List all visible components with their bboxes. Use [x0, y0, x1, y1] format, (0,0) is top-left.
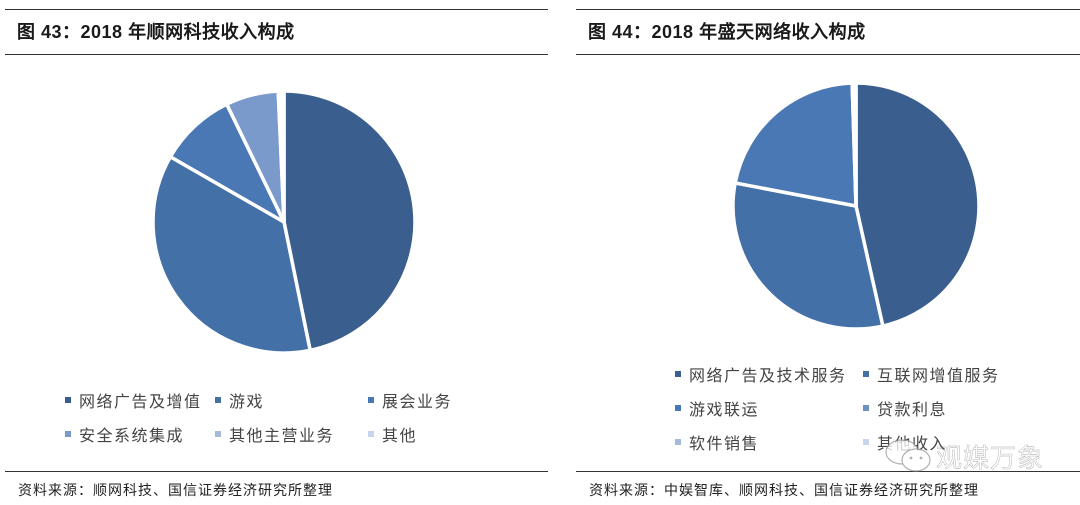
source-note: 资料来源：中娱智库、顺网科技、国信证券经济研究所整理	[589, 483, 979, 499]
title-rule	[576, 54, 1080, 55]
pie-slice	[279, 89, 286, 224]
legend-label: 安全系统集成	[79, 426, 185, 445]
legend-swatch	[65, 397, 71, 403]
figure-title: 图 43：2018 年顺网科技收入构成	[17, 22, 295, 42]
top-rule	[576, 9, 1080, 10]
legend-swatch	[368, 431, 374, 437]
legend-label: 游戏联运	[689, 400, 760, 419]
legend-item: 贷款利息	[863, 396, 947, 420]
legend-label: 展会业务	[382, 392, 453, 411]
legend-label: 贷款利息	[877, 400, 948, 419]
pie-slice	[151, 154, 312, 355]
figure-title: 图 44：2018 年盛天网络收入构成	[588, 22, 866, 42]
legend-swatch	[863, 405, 869, 411]
pie-slice	[282, 89, 417, 353]
legend-label: 其他	[382, 426, 418, 445]
legend-item: 游戏	[215, 388, 264, 412]
legend-swatch	[675, 371, 681, 377]
legend-item: 其他	[368, 422, 417, 446]
legend-label: 软件销售	[689, 434, 760, 453]
legend-swatch	[863, 371, 869, 377]
legend-item: 网络广告及增值	[65, 388, 202, 412]
top-rule	[5, 9, 548, 10]
figure-44-panel: 图 44：2018 年盛天网络收入构成 网络广告及技术服务 互联网增值服务 游戏…	[576, 0, 1080, 505]
legend-item: 网络广告及技术服务	[675, 362, 847, 386]
legend-item: 互联网增值服务	[863, 362, 1000, 386]
legend-item: 其他主营业务	[215, 422, 334, 446]
legend-item: 软件销售	[675, 430, 759, 454]
legend-label: 网络广告及技术服务	[689, 366, 847, 385]
pie-chart-shunwang	[151, 89, 417, 355]
legend-label: 其他主营业务	[229, 426, 335, 445]
legend-swatch	[675, 405, 681, 411]
source-rule	[5, 471, 548, 472]
source-note: 资料来源：顺网科技、国信证券经济研究所整理	[18, 483, 333, 499]
pie-slice	[853, 81, 858, 208]
pie-slice	[733, 81, 858, 208]
legend-swatch	[368, 397, 374, 403]
source-rule	[576, 471, 1080, 472]
legend-item: 游戏联运	[675, 396, 759, 420]
legend-label: 互联网增值服务	[877, 366, 1000, 385]
legend-swatch	[65, 431, 71, 437]
legend-swatch	[215, 397, 221, 403]
pie-slice	[731, 181, 885, 331]
legend-swatch	[675, 439, 681, 445]
legend-label: 网络广告及增值	[79, 392, 202, 411]
figure-43-panel: 图 43：2018 年顺网科技收入构成 网络广告及增值 游戏 展会业务 安全系统…	[5, 9, 548, 499]
legend-label: 游戏	[229, 392, 265, 411]
pie-slice	[854, 81, 981, 328]
legend-item: 展会业务	[368, 388, 452, 412]
legend-item: 安全系统集成	[65, 422, 184, 446]
watermark-text: 观媒万象	[936, 444, 1045, 474]
legend-swatch	[215, 431, 221, 437]
legend-swatch	[863, 439, 869, 445]
pie-chart-shengtian	[731, 81, 981, 331]
watermark: 观媒万象	[880, 436, 1060, 474]
wechat-icon	[885, 439, 931, 472]
title-rule	[5, 54, 548, 55]
